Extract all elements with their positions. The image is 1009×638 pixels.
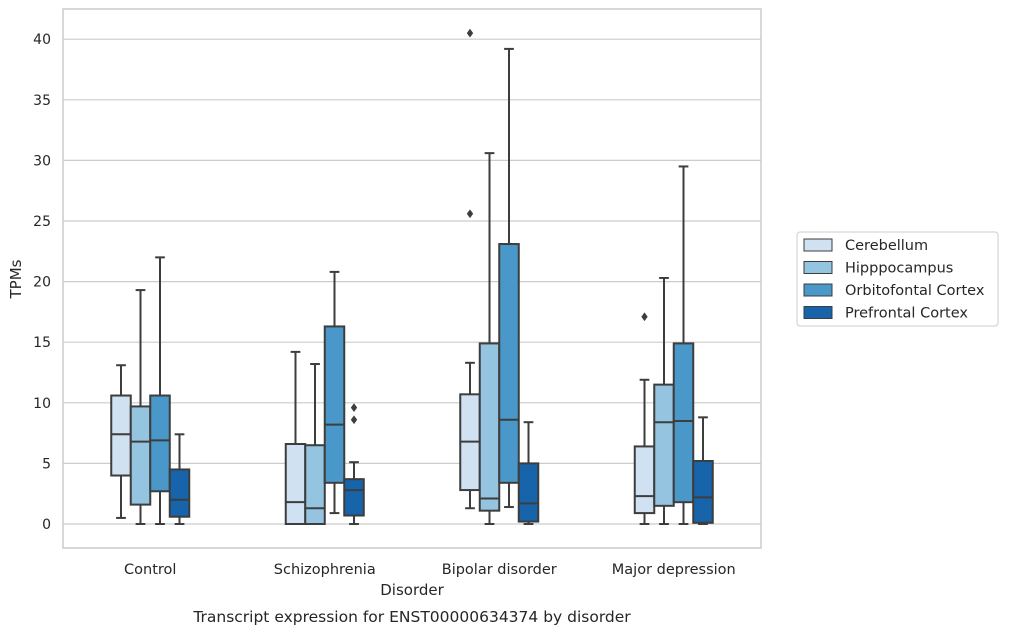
box-0-1 bbox=[129, 289, 152, 525]
box-3-3 bbox=[692, 416, 714, 525]
box-iqr bbox=[168, 468, 191, 518]
x-axis-label: Disorder bbox=[380, 581, 444, 599]
x-axis-ticks: Control Schizophrenia Bipolar disorder Majo… bbox=[124, 562, 736, 578]
box-iqr bbox=[692, 459, 714, 524]
outlier-point bbox=[350, 403, 358, 413]
plot-area-frame bbox=[62, 8, 762, 549]
legend-frame bbox=[796, 231, 999, 327]
y-tick-label: 0 bbox=[42, 517, 51, 533]
y-axis-label: TPMs bbox=[7, 259, 25, 299]
box-3-0 bbox=[633, 312, 656, 525]
box-2-2 bbox=[498, 47, 520, 509]
x-tick-label: Major depression bbox=[612, 562, 736, 578]
x-tick-label: Control bbox=[124, 562, 176, 578]
boxes bbox=[110, 28, 714, 525]
y-tick-label: 35 bbox=[33, 93, 51, 109]
box-iqr bbox=[304, 444, 326, 525]
y-tick-label: 15 bbox=[33, 335, 51, 351]
legend-label: Prefrontal Cortex bbox=[845, 306, 968, 322]
outlier-point bbox=[641, 312, 648, 322]
x-tick-label: Bipolar disorder bbox=[442, 562, 557, 578]
box-2-1 bbox=[478, 152, 501, 525]
y-tick-label: 10 bbox=[33, 396, 51, 412]
legend-swatch bbox=[803, 261, 833, 274]
box-iqr bbox=[129, 405, 152, 506]
chart-caption: Transcript expression for ENST0000063437… bbox=[192, 608, 631, 626]
box-iqr bbox=[149, 394, 171, 493]
box-1-0 bbox=[284, 350, 307, 525]
box-1-1 bbox=[304, 363, 326, 525]
box-iqr bbox=[343, 478, 365, 517]
legend-swatch bbox=[803, 283, 833, 297]
outlier-point bbox=[466, 209, 474, 219]
legend: Cerebellum Hipppocampus Orbitofontal Corte… bbox=[796, 231, 999, 327]
box-1-2 bbox=[323, 270, 346, 515]
y-tick-label: 30 bbox=[33, 153, 51, 169]
box-2-3 bbox=[517, 421, 540, 525]
outlier-point bbox=[466, 28, 474, 38]
y-axis-ticks: 0 5 10 15 20 25 30 35 40 bbox=[33, 32, 51, 533]
legend-label: Cerebellum bbox=[845, 238, 928, 254]
legend-label: Hipppocampus bbox=[845, 261, 953, 277]
legend-swatch bbox=[803, 238, 833, 252]
y-tick-label: 40 bbox=[33, 32, 51, 48]
box-iqr bbox=[498, 243, 520, 484]
legend-swatch bbox=[803, 306, 833, 319]
x-tick-label: Schizophrenia bbox=[274, 562, 376, 578]
box-iqr bbox=[323, 325, 346, 484]
box-0-0 bbox=[110, 364, 132, 519]
box-3-1 bbox=[653, 276, 675, 525]
box-iqr bbox=[517, 462, 540, 523]
box-iqr bbox=[653, 383, 675, 507]
box-iqr bbox=[672, 342, 695, 504]
box-0-3 bbox=[168, 433, 191, 525]
legend-label: Orbitofontal Cortex bbox=[845, 283, 985, 299]
y-tick-label: 25 bbox=[33, 214, 51, 230]
box-iqr bbox=[284, 443, 307, 525]
outlier-point bbox=[350, 415, 358, 425]
box-3-2 bbox=[672, 165, 695, 525]
box-0-2 bbox=[149, 256, 171, 525]
box-iqr bbox=[478, 342, 501, 512]
box-iqr bbox=[633, 445, 656, 515]
box-2-0 bbox=[459, 28, 481, 510]
box-iqr bbox=[110, 394, 132, 477]
box-1-3 bbox=[343, 403, 365, 525]
y-tick-label: 20 bbox=[33, 275, 51, 291]
y-tick-label: 5 bbox=[42, 456, 51, 472]
